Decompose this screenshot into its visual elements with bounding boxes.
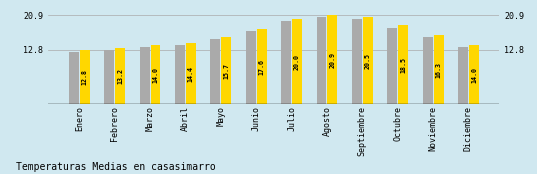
Bar [257,29,266,104]
Text: 18.5: 18.5 [400,57,406,73]
Text: 14.4: 14.4 [188,66,194,82]
Text: 16.3: 16.3 [436,62,441,78]
Text: 15.7: 15.7 [223,63,229,79]
Bar [352,19,362,104]
Bar [80,50,90,104]
Bar [398,25,408,104]
Text: 14.0: 14.0 [471,66,477,82]
Bar [433,35,444,104]
Text: 12.8: 12.8 [82,69,88,85]
Bar [292,19,302,104]
Bar [175,45,185,104]
Text: 20.5: 20.5 [365,53,371,69]
Bar [469,45,479,104]
Text: 13.2: 13.2 [117,68,123,84]
Bar [104,50,114,104]
Bar [69,52,79,104]
Bar [211,39,220,104]
Bar [246,31,256,104]
Bar [281,21,291,104]
Text: Temperaturas Medias en casasimarro: Temperaturas Medias en casasimarro [16,162,216,172]
Bar [363,17,373,104]
Bar [150,45,161,104]
Bar [186,43,196,104]
Bar [115,48,125,104]
Text: 17.6: 17.6 [259,59,265,75]
Bar [458,47,468,104]
Bar [328,15,337,104]
Bar [316,17,326,104]
Bar [423,37,433,104]
Text: 20.9: 20.9 [329,52,336,68]
Bar [221,37,231,104]
Bar [387,27,397,104]
Bar [140,47,149,104]
Text: 14.0: 14.0 [153,66,158,82]
Text: 20.0: 20.0 [294,54,300,70]
